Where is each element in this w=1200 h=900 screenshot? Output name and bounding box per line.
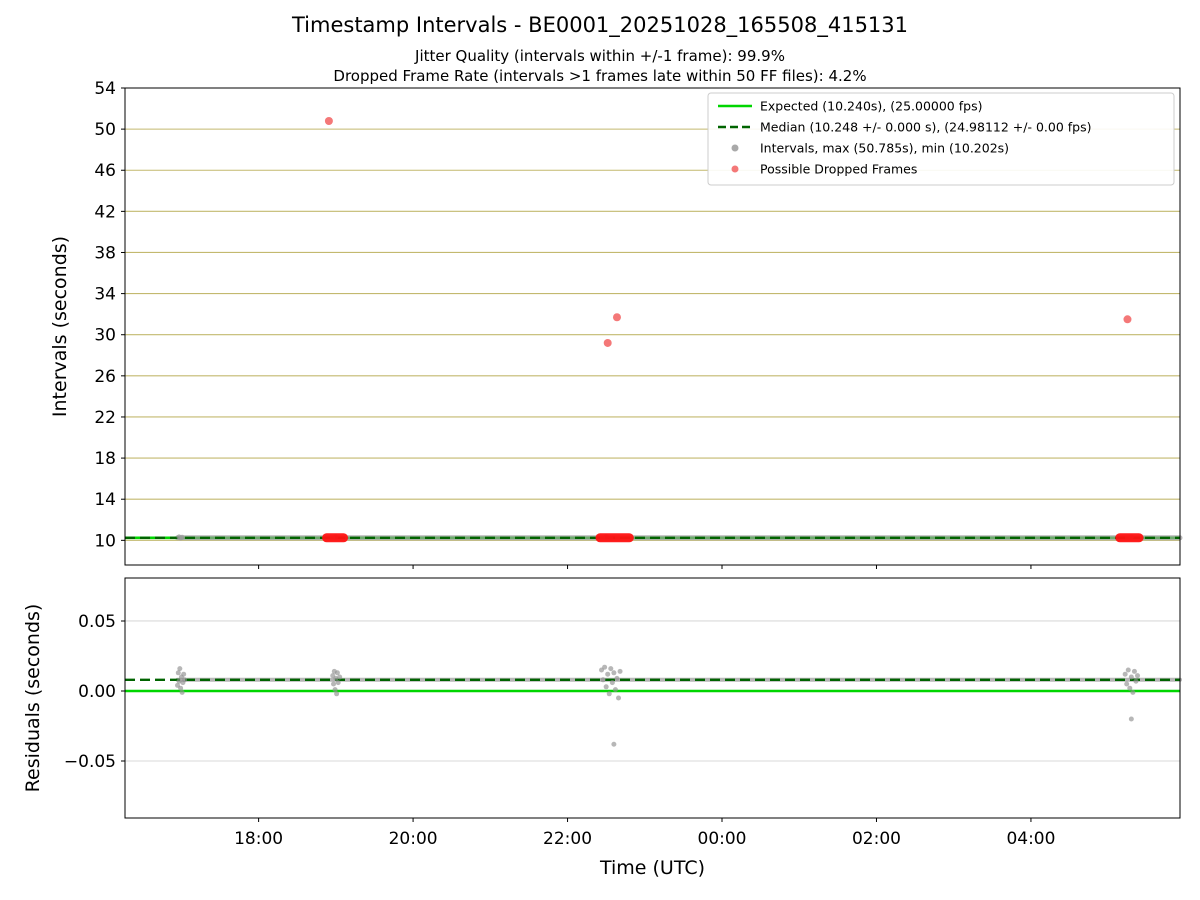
y-axis-label-residuals: Residuals (seconds) (22, 604, 44, 793)
legend-marker-dot (731, 144, 739, 152)
x-tick-label: 20:00 (389, 829, 438, 849)
y-tick-label: 22 (94, 408, 116, 428)
chart-title: Timestamp Intervals - BE0001_20251028_16… (291, 13, 909, 37)
dropped-frames (322, 116, 1144, 543)
x-tick-label: 22:00 (543, 829, 592, 849)
y-tick-label: 0.05 (78, 612, 116, 632)
axes-spines (124, 577, 1181, 819)
residuals-subplot: 18:00 20:00 22:00 00:00 02:00 04:00 −0.05 0.00 0… (22, 577, 1182, 879)
x-tick-label: 18:00 (234, 829, 283, 849)
tick-labels: 10 14 18 22 26 30 34 38 42 46 50 54 (94, 79, 1032, 569)
y-axis-label-intervals: Intervals (seconds) (49, 236, 71, 417)
y-tick-label: 46 (94, 161, 116, 181)
intervals-subplot: 10 14 18 22 26 30 34 38 42 46 50 54 Intervals (secon… (49, 79, 1183, 569)
y-tick-label: −0.05 (64, 752, 116, 772)
y-tick-label: 42 (94, 202, 116, 222)
y-tick-label: 18 (94, 449, 116, 469)
y-tick-label: 26 (94, 367, 116, 387)
y-tick-label: 10 (94, 531, 116, 551)
y-tick-label: 34 (94, 285, 116, 305)
x-tick-label: 02:00 (852, 829, 901, 849)
y-tick-label: 14 (94, 490, 116, 510)
y-tick-label: 38 (94, 243, 116, 263)
legend-marker-dot (731, 165, 739, 173)
tick-labels: 18:00 20:00 22:00 00:00 02:00 04:00 −0.05 0.00 0… (64, 612, 1056, 849)
legend: Expected (10.240s), (25.00000 fps) Median… (707, 92, 1175, 186)
legend-item-label: Possible Dropped Frames (760, 162, 917, 177)
chart-subtitle-dropped-frame-rate: Dropped Frame Rate (intervals >1 frames … (333, 67, 867, 85)
y-tick-label: 0.00 (78, 682, 116, 702)
legend-item-label: Expected (10.240s), (25.00000 fps) (760, 99, 982, 114)
legend-item-label: Median (10.248 +/- 0.000 s), (24.98112 +… (760, 120, 1091, 135)
intervals-points (175, 664, 1141, 747)
x-tick-label: 00:00 (698, 829, 747, 849)
y-tick-label: 54 (94, 79, 116, 99)
y-tick-label: 50 (94, 120, 116, 140)
legend-item-label: Intervals, max (50.785s), min (10.202s) (760, 141, 1009, 156)
x-axis-label: Time (UTC) (599, 857, 705, 879)
x-tick-label: 04:00 (1006, 829, 1055, 849)
y-tick-label: 30 (94, 326, 116, 346)
chart-subtitle-jitter-quality: Jitter Quality (intervals within +/-1 fr… (415, 47, 785, 65)
axes-spines (124, 87, 1181, 566)
legend-box (707, 92, 1175, 186)
